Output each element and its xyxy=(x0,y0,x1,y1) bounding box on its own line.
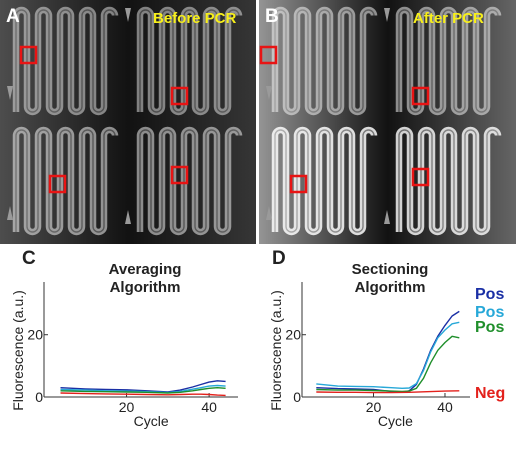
x-axis-label: Cycle xyxy=(378,413,413,429)
x-axis-label: Cycle xyxy=(134,413,169,429)
channel-marker xyxy=(7,86,13,100)
x-tick-label: 20 xyxy=(119,399,135,415)
channel-marker xyxy=(125,210,131,224)
series-line xyxy=(316,390,460,394)
illumination-overlay xyxy=(259,0,516,244)
roi-box xyxy=(19,45,38,65)
micrograph-before-pcr xyxy=(0,0,256,244)
channel-marker xyxy=(266,86,272,100)
series-line xyxy=(60,380,226,393)
x-tick-label: 20 xyxy=(366,399,382,415)
y-axis-label: Fluorescence (a.u.) xyxy=(10,290,26,411)
illumination-overlay xyxy=(0,0,256,244)
panel-letter-d: D xyxy=(272,248,286,269)
channel-marker xyxy=(125,8,131,22)
channel-marker xyxy=(384,210,390,224)
roi-box xyxy=(170,165,189,185)
y-tick-label: 0 xyxy=(293,389,301,405)
y-tick-label: 20 xyxy=(285,327,301,343)
micrograph-after-pcr xyxy=(259,0,516,244)
x-tick-label: 40 xyxy=(201,399,217,415)
x-tick-label: 40 xyxy=(437,399,453,415)
chart-title: Sectioning Algorithm xyxy=(352,261,429,296)
panel-b-title: After PCR xyxy=(413,10,484,27)
y-axis-label: Fluorescence (a.u.) xyxy=(268,290,284,411)
roi-box xyxy=(289,174,308,194)
channel-marker xyxy=(7,206,13,220)
legend-label: Neg xyxy=(475,385,505,402)
roi-box xyxy=(170,86,189,106)
legend-label: Pos xyxy=(475,319,504,336)
roi-box xyxy=(411,167,430,187)
chart-title: Averaging Algorithm xyxy=(109,261,182,296)
y-tick-label: 20 xyxy=(27,327,43,343)
channel-marker xyxy=(384,8,390,22)
legend-label: Pos xyxy=(475,304,504,321)
panel-letter-b: B xyxy=(265,6,279,27)
series-line xyxy=(316,321,460,389)
series-line xyxy=(316,310,460,393)
panel-a-title: Before PCR xyxy=(153,10,237,27)
series-line xyxy=(60,392,226,397)
legend-label: Pos xyxy=(475,286,504,303)
y-tick-label: 0 xyxy=(35,389,43,405)
series-line xyxy=(316,335,460,393)
roi-box xyxy=(259,45,278,65)
channel-marker xyxy=(266,206,272,220)
panel-letter-c: C xyxy=(22,248,36,269)
roi-box xyxy=(411,86,430,106)
series-line xyxy=(60,387,226,394)
panel-letter-a: A xyxy=(6,6,20,27)
roi-box xyxy=(48,174,67,194)
